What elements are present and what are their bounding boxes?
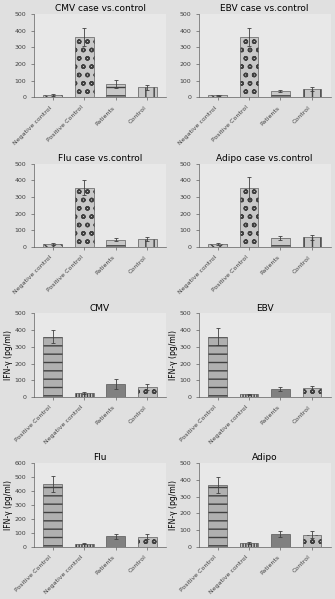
Bar xyxy=(240,394,259,397)
Bar xyxy=(303,89,321,98)
Bar xyxy=(75,37,94,98)
Title: CMV: CMV xyxy=(90,304,110,313)
Y-axis label: IFN-γ (pg/ml): IFN-γ (pg/ml) xyxy=(4,480,13,530)
Title: Flu case vs.control: Flu case vs.control xyxy=(58,154,142,163)
Bar xyxy=(138,386,157,397)
Bar xyxy=(271,389,290,397)
Title: CMV case vs.control: CMV case vs.control xyxy=(55,4,145,13)
Bar xyxy=(106,385,125,397)
Bar xyxy=(44,95,62,98)
Bar xyxy=(106,240,125,247)
Bar xyxy=(240,188,259,247)
Y-axis label: IFN-γ (pg/ml): IFN-γ (pg/ml) xyxy=(169,330,178,380)
Bar xyxy=(44,337,62,397)
Title: Adipo: Adipo xyxy=(252,453,278,462)
Bar xyxy=(106,84,125,98)
Bar xyxy=(75,188,94,247)
Bar xyxy=(208,244,227,247)
Title: Adipo case vs.control: Adipo case vs.control xyxy=(216,154,313,163)
Bar xyxy=(240,543,259,547)
Bar xyxy=(271,91,290,98)
Bar xyxy=(75,393,94,397)
Bar xyxy=(138,87,157,98)
Bar xyxy=(138,239,157,247)
Bar xyxy=(138,537,157,547)
Bar xyxy=(303,535,321,547)
Title: EBV case vs.control: EBV case vs.control xyxy=(220,4,309,13)
Bar xyxy=(106,536,125,547)
Bar xyxy=(208,485,227,547)
Title: EBV: EBV xyxy=(256,304,274,313)
Y-axis label: IFN-γ (pg/ml): IFN-γ (pg/ml) xyxy=(169,480,178,530)
Bar xyxy=(240,37,259,98)
Bar xyxy=(208,95,227,98)
Bar xyxy=(271,238,290,247)
Y-axis label: IFN-γ (pg/ml): IFN-γ (pg/ml) xyxy=(4,330,13,380)
Bar xyxy=(303,237,321,247)
Title: Flu: Flu xyxy=(93,453,107,462)
Bar xyxy=(44,244,62,247)
Bar xyxy=(303,388,321,397)
Bar xyxy=(44,484,62,547)
Bar xyxy=(271,534,290,547)
Bar xyxy=(75,543,94,547)
Bar xyxy=(208,337,227,397)
